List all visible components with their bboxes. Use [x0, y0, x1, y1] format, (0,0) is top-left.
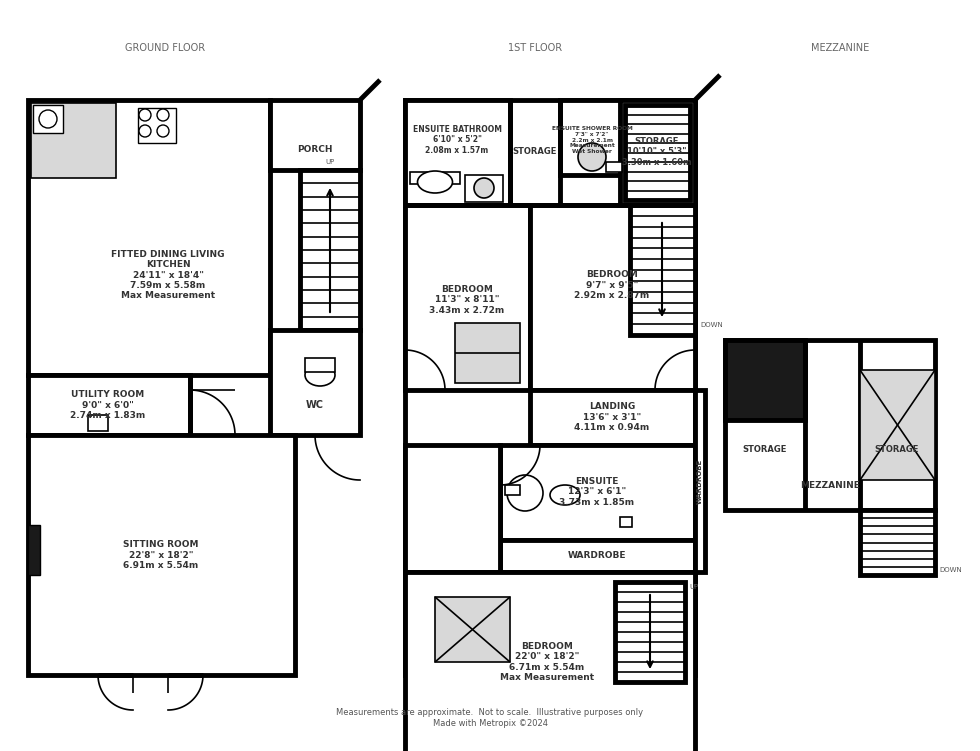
Bar	[28, 375, 190, 435]
Text: UTILITY ROOM
9'0" x 6'0"
2.74m x 1.83m: UTILITY ROOM 9'0" x 6'0" 2.74m x 1.83m	[71, 390, 146, 420]
Ellipse shape	[550, 485, 580, 505]
Text: BEDROOM
11'3" x 8'11"
3.43m x 2.72m: BEDROOM 11'3" x 8'11" 3.43m x 2.72m	[429, 285, 505, 315]
Circle shape	[578, 143, 606, 171]
Text: Measurements are approximate.  Not to scale.  Illustrative purposes only
Made wi: Measurements are approximate. Not to sca…	[336, 708, 644, 728]
Bar	[405, 100, 510, 205]
Text: SITTING ROOM
22'8" x 18'2"
6.91m x 5.54m: SITTING ROOM 22'8" x 18'2" 6.91m x 5.54m	[123, 540, 199, 570]
Text: WARDROBE: WARDROBE	[567, 551, 626, 560]
Ellipse shape	[417, 171, 453, 193]
Bar	[725, 340, 805, 420]
Circle shape	[474, 178, 494, 198]
Bar	[695, 390, 705, 572]
Bar	[530, 205, 695, 390]
Circle shape	[39, 110, 57, 128]
Bar	[270, 330, 360, 435]
Bar	[606, 162, 622, 172]
Text: MEZZANINE: MEZZANINE	[810, 43, 869, 53]
Bar	[33, 105, 63, 133]
Bar	[405, 205, 530, 390]
Text: WARDROBE: WARDROBE	[697, 458, 703, 504]
Bar	[405, 572, 695, 751]
Text: MEZZANINE: MEZZANINE	[800, 481, 859, 490]
Text: 1ST FLOOR: 1ST FLOOR	[508, 43, 563, 53]
Bar	[500, 540, 695, 572]
Bar	[505, 485, 520, 495]
Text: DOWN: DOWN	[939, 567, 961, 573]
Text: ENSUITE
12'3" x 6'1"
3.73m x 1.85m: ENSUITE 12'3" x 6'1" 3.73m x 1.85m	[560, 477, 635, 507]
Bar	[28, 435, 295, 675]
Bar	[300, 170, 360, 330]
Bar	[860, 370, 935, 480]
Bar	[860, 510, 935, 575]
Bar	[88, 415, 108, 431]
Bar	[725, 340, 935, 510]
Bar	[138, 108, 176, 143]
Bar	[560, 100, 625, 175]
Bar	[630, 205, 695, 335]
Bar	[500, 445, 695, 540]
Text: BEDROOM
22'0" x 18'2"
6.71m x 5.54m
Max Measurement: BEDROOM 22'0" x 18'2" 6.71m x 5.54m Max …	[500, 642, 594, 682]
Bar	[620, 100, 695, 205]
Text: STORAGE: STORAGE	[513, 147, 558, 156]
Bar	[28, 525, 40, 575]
Ellipse shape	[305, 364, 335, 386]
Bar	[305, 358, 335, 372]
Bar	[530, 390, 695, 445]
Bar	[28, 100, 270, 375]
Text: FITTED DINING LIVING
KITCHEN
24'11" x 18'4"
7.59m x 5.58m
Max Measurement: FITTED DINING LIVING KITCHEN 24'11" x 18…	[112, 249, 224, 300]
Circle shape	[157, 125, 169, 137]
Bar	[465, 175, 503, 202]
Bar	[615, 582, 685, 682]
Text: STORAGE: STORAGE	[875, 445, 919, 454]
Text: ENSUITE SHOWER ROOM
7'3" x 7'2"
2.2m x 2.1m
Measurement
Wet Shower: ENSUITE SHOWER ROOM 7'3" x 7'2" 2.2m x 2…	[552, 126, 632, 154]
Circle shape	[139, 109, 151, 121]
Bar	[435, 597, 510, 662]
Circle shape	[157, 109, 169, 121]
Text: GROUND FLOOR: GROUND FLOOR	[124, 43, 205, 53]
Circle shape	[507, 475, 543, 511]
Circle shape	[139, 125, 151, 137]
Text: UP: UP	[689, 584, 698, 590]
Text: STORAGE: STORAGE	[743, 445, 787, 454]
Text: UP: UP	[325, 159, 334, 165]
Text: WC: WC	[306, 400, 324, 410]
Bar	[31, 103, 116, 178]
Bar	[405, 100, 695, 675]
Text: DOWN: DOWN	[700, 322, 723, 328]
Text: BEDROOM
9'7" x 9'5"
2.92m x 2.87m: BEDROOM 9'7" x 9'5" 2.92m x 2.87m	[574, 270, 650, 300]
Bar	[405, 445, 500, 572]
Text: ENSUITE BATHROOM
6'10" x 5'2"
2.08m x 1.57m: ENSUITE BATHROOM 6'10" x 5'2" 2.08m x 1.…	[413, 125, 502, 155]
Bar	[455, 323, 520, 383]
Bar	[270, 100, 360, 170]
Text: LANDING
13'6" x 3'1"
4.11m x 0.94m: LANDING 13'6" x 3'1" 4.11m x 0.94m	[574, 402, 650, 432]
Text: STORAGE
10'10" x 5'3"
3.30m x 1.60m: STORAGE 10'10" x 5'3" 3.30m x 1.60m	[622, 137, 692, 167]
Bar	[625, 105, 690, 200]
Text: PORCH: PORCH	[297, 146, 333, 155]
Bar	[410, 172, 460, 184]
Bar	[620, 517, 632, 527]
